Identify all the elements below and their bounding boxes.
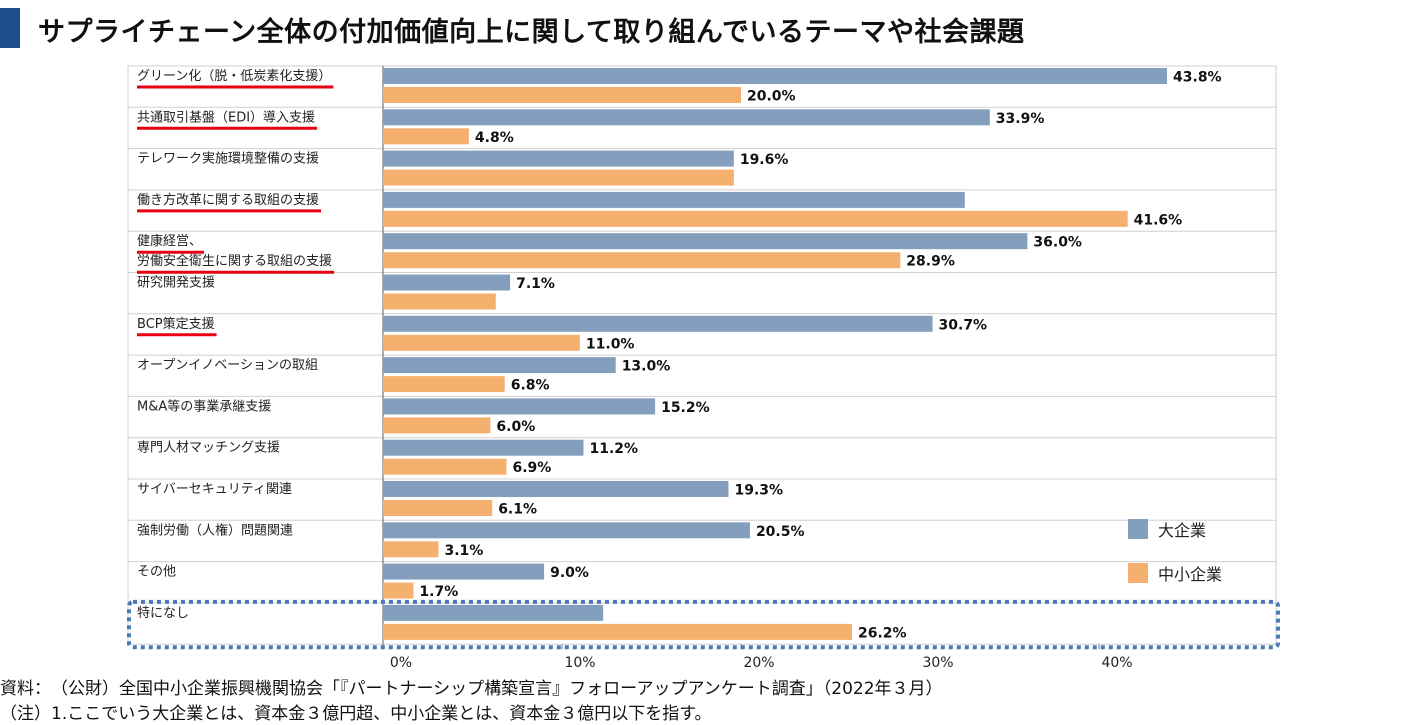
legend-label-sme: 中小企業	[1158, 565, 1222, 584]
x-tick-label: 0%	[390, 655, 412, 671]
category-label: 共通取引基盤（EDI）導入支援	[137, 110, 315, 125]
legend-label-large-enterprise: 大企業	[1158, 521, 1206, 540]
category-label: 研究開発支援	[137, 276, 215, 291]
bar-large-enterprise	[383, 481, 729, 497]
bar-sme	[383, 500, 493, 516]
category-label: グリーン化（脱・低炭素化支援）	[137, 69, 331, 84]
category-label: 特になし	[137, 606, 189, 621]
bar-large-enterprise	[383, 563, 545, 580]
bar-sme	[383, 169, 734, 186]
category-label: その他	[137, 565, 176, 580]
category-label: サイバーセキュリティ関連	[137, 482, 292, 497]
bar-large-enterprise	[383, 398, 656, 415]
value-label-large-enterprise: 43.8%	[1173, 70, 1222, 86]
bar-large-enterprise	[383, 233, 1028, 250]
value-label-large-enterprise: 15.2%	[661, 400, 710, 416]
value-label-sme: 6.8%	[511, 378, 550, 394]
value-label-sme: 6.1%	[498, 502, 537, 518]
highlight-dotted-box	[127, 599, 1280, 650]
source-note: 資料： （公財）全国中小企業振興機関協会「『パートナーシップ構築宣言』フォローア…	[0, 679, 943, 699]
bar-large-enterprise	[383, 357, 616, 374]
bar-sme	[383, 252, 901, 269]
value-label-sme: 6.9%	[513, 460, 552, 476]
legend-swatch-large-enterprise	[1128, 519, 1148, 539]
category-label: テレワーク実施環境整備の支援	[137, 151, 319, 167]
value-label-sme: 20.0%	[747, 89, 796, 105]
value-label-sme: 6.0%	[496, 419, 535, 435]
value-label-large-enterprise: 9.0%	[550, 565, 589, 581]
value-label-large-enterprise: 36.0%	[1033, 235, 1082, 251]
bar-sme	[383, 87, 741, 103]
value-label-large-enterprise: 19.6%	[740, 152, 789, 168]
x-tick-label: 40%	[1101, 655, 1132, 671]
category-label: オープンイノベーションの取組	[137, 358, 318, 373]
bar-sme	[383, 376, 505, 393]
bar-sme	[383, 210, 1128, 227]
x-tick-label: 10%	[564, 655, 595, 671]
category-label: 働き方改革に関する取組の支援	[137, 192, 319, 208]
x-tick-label: 30%	[922, 655, 953, 671]
value-label-sme: 26.2%	[858, 625, 907, 641]
bar-large-enterprise	[383, 191, 965, 208]
bar-large-enterprise	[383, 439, 584, 456]
bar-sme	[383, 623, 852, 640]
bar-sme	[383, 128, 469, 145]
bar-sme	[383, 293, 496, 310]
bar-sme	[383, 334, 580, 351]
value-label-sme: 4.8%	[475, 130, 514, 146]
value-label-sme: 28.9%	[906, 254, 955, 270]
value-label-sme: 3.1%	[444, 543, 483, 559]
value-label-sme: 11.0%	[586, 336, 635, 352]
value-label-large-enterprise: 13.0%	[622, 359, 671, 375]
bar-sme	[383, 458, 507, 475]
bar-sme	[383, 541, 439, 558]
bar-sme	[383, 582, 414, 599]
value-label-large-enterprise: 19.3%	[734, 483, 783, 499]
bar-large-enterprise	[383, 604, 604, 621]
value-label-sme: 41.6%	[1134, 212, 1183, 228]
value-label-large-enterprise: 33.9%	[996, 111, 1045, 127]
bar-large-enterprise	[383, 274, 511, 291]
value-label-large-enterprise: 30.7%	[939, 317, 988, 333]
bar-chart: 0% 10% 20% 30% 40% 43.8% 20.0% グリーン化（脱・低炭素化支援） 3…	[127, 65, 1280, 671]
footnote: （注）1.ここでいう大企業とは、資本金３億円超、中小企業とは、資本金３億円以下を…	[0, 704, 712, 724]
bar-sme	[383, 417, 491, 434]
value-label-large-enterprise: 20.5%	[756, 524, 805, 540]
value-label-large-enterprise: 7.1%	[516, 276, 555, 292]
value-label-sme: 1.7%	[419, 584, 458, 600]
category-label: 強制労働（人権）問題関連	[137, 522, 293, 538]
bar-large-enterprise	[383, 150, 734, 167]
bar-large-enterprise	[383, 315, 933, 332]
category-label: M&A等の事業承継支援	[137, 398, 271, 414]
bar-large-enterprise	[383, 68, 1168, 84]
category-label: BCP策定支援	[137, 316, 215, 332]
category-label: 専門人材マッチング支援	[137, 441, 280, 456]
category-label: 健康経営、	[137, 233, 202, 249]
x-tick-label: 20%	[743, 655, 774, 671]
value-label-large-enterprise: 11.2%	[589, 441, 638, 457]
bar-large-enterprise	[383, 522, 750, 539]
title-accent-bar	[0, 8, 20, 48]
legend-swatch-sme	[1128, 563, 1148, 583]
page-title: サプライチェーン全体の付加価値向上に関して取り組んでいるテーマや社会課題	[38, 17, 1025, 48]
bar-large-enterprise	[383, 109, 990, 126]
category-label: 労働安全衛生に関する取組の支援	[137, 253, 332, 269]
